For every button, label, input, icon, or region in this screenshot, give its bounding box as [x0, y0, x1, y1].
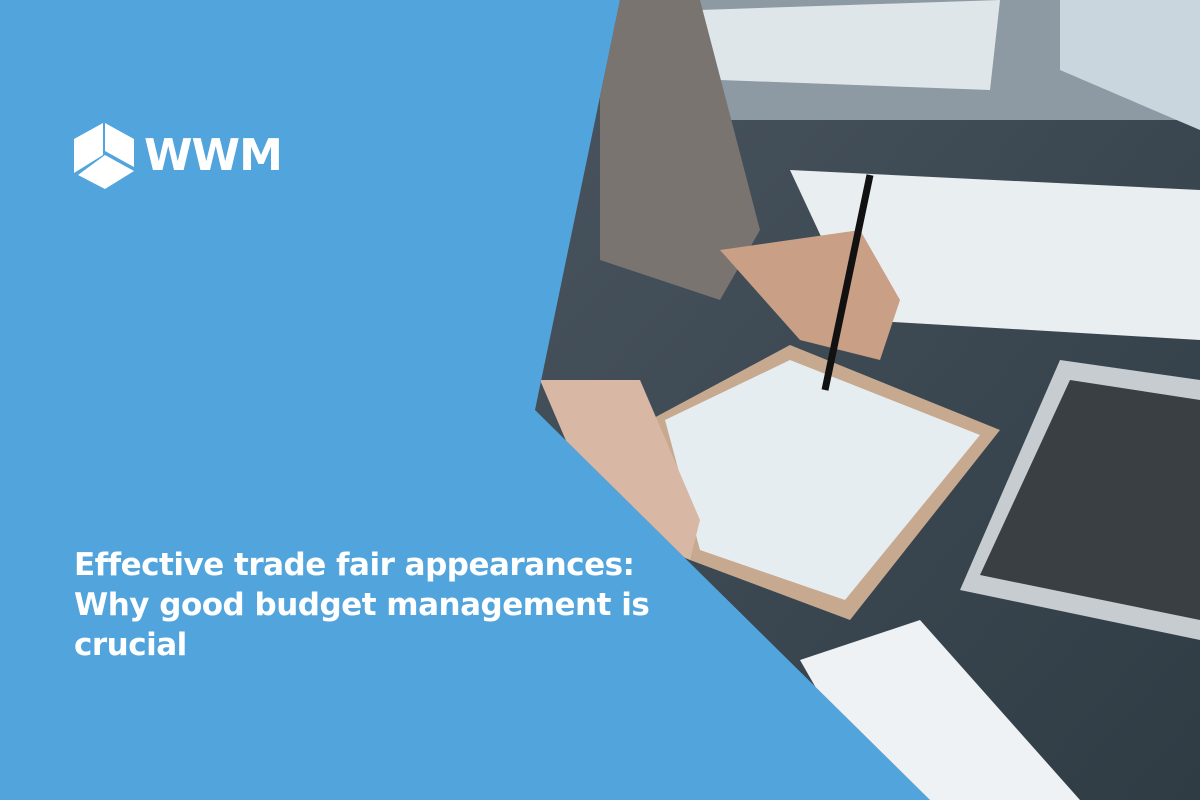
brand-logo: WWM	[74, 121, 283, 191]
monitor	[1060, 0, 1200, 130]
pen	[821, 174, 874, 391]
logo-text: WWM	[144, 130, 283, 181]
cube-icon	[74, 123, 134, 189]
tablet-screen	[665, 360, 980, 600]
hand-left	[540, 380, 700, 560]
paper-stack	[700, 0, 1000, 90]
arm-sleeve	[600, 0, 760, 300]
headline: Effective trade fair appearances: Why go…	[74, 547, 650, 663]
